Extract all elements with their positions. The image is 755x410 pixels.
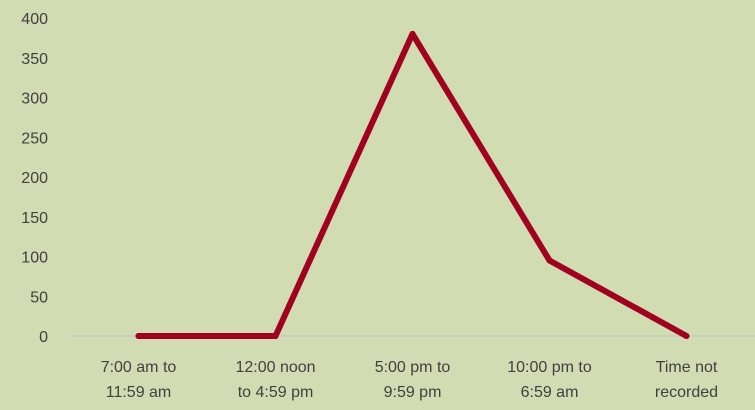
x-tick-label-line: 5:00 pm to xyxy=(375,359,451,376)
x-tick-label: Time not recorded xyxy=(655,359,718,401)
x-tick-label: 10:00 pm to 6:59 am xyxy=(507,359,592,401)
y-tick-label: 350 xyxy=(21,51,48,68)
series-line xyxy=(135,30,690,339)
y-tick-label: 150 xyxy=(21,210,48,227)
y-tick-label: 50 xyxy=(30,289,48,306)
x-tick-label-line: 9:59 pm xyxy=(384,384,442,401)
y-axis-ticks: 0 50 100 150 200 250 300 350 400 xyxy=(21,11,48,346)
y-tick-label: 300 xyxy=(21,91,48,108)
data-point xyxy=(409,30,416,37)
data-point xyxy=(135,333,142,339)
x-tick-label-line: 10:00 pm to xyxy=(507,359,592,376)
series-group xyxy=(135,30,690,339)
x-axis-ticks: 7:00 am to 11:59 am 12:00 noon to 4:59 pm 5:… xyxy=(101,359,718,401)
x-tick-label-line: 11:59 am xyxy=(106,384,172,401)
x-tick-label-line: 12:00 noon xyxy=(235,359,315,376)
x-tick-label: 7:00 am to 11:59 am xyxy=(101,359,177,401)
y-tick-label: 0 xyxy=(39,329,48,346)
y-tick-label: 400 xyxy=(21,11,48,28)
x-tick-label-line: 7:00 am to xyxy=(101,359,177,376)
x-tick-label-line: recorded xyxy=(655,384,718,401)
x-tick-label-line: to 4:59 pm xyxy=(238,384,314,401)
data-point xyxy=(272,333,279,339)
y-tick-label: 250 xyxy=(21,130,48,147)
x-tick-label: 5:00 pm to 9:59 pm xyxy=(375,359,451,401)
x-tick-label: 12:00 noon to 4:59 pm xyxy=(235,359,315,401)
data-point xyxy=(683,333,690,339)
y-tick-label: 100 xyxy=(21,250,48,267)
x-tick-label-line: Time not xyxy=(656,359,718,376)
y-tick-label: 200 xyxy=(21,170,48,187)
data-point xyxy=(546,257,553,264)
x-tick-label-line: 6:59 am xyxy=(521,384,579,401)
